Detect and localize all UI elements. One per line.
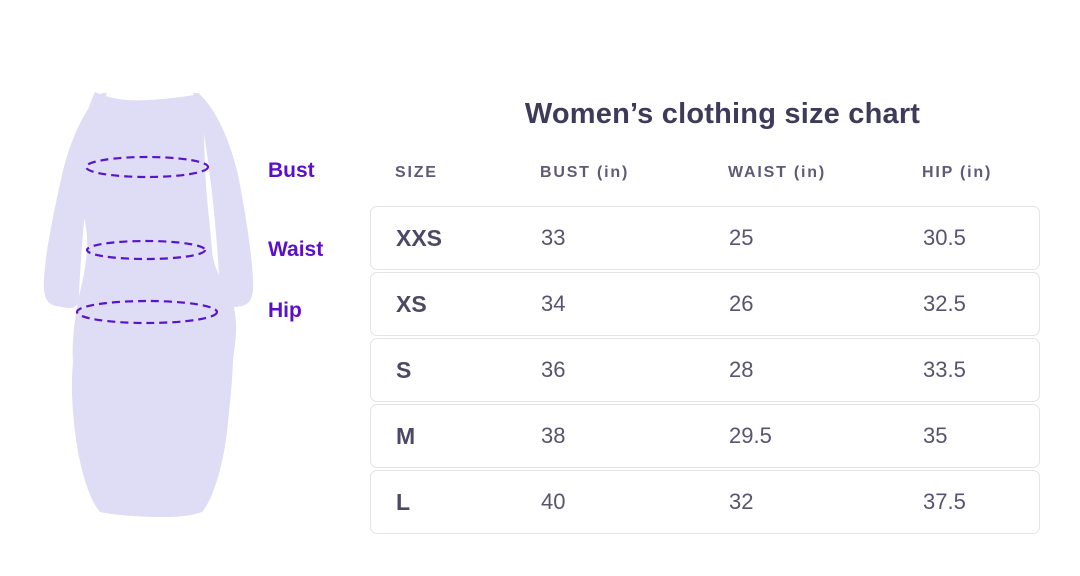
size-cell: M: [396, 422, 416, 449]
table-row: S 36 28 33.5: [370, 338, 1040, 402]
dress-right-sleeve-shape: [193, 93, 254, 309]
dress-silhouette-graphic: [43, 92, 254, 517]
waist-cell: 26: [729, 291, 754, 316]
table-row: M 38 29.5 35: [370, 404, 1040, 468]
column-header-waist: WAIST (in): [728, 164, 826, 181]
hip-cell: 37.5: [923, 489, 966, 514]
page-title: Women’s clothing size chart: [524, 98, 921, 131]
table-header-row: SIZE BUST (in) WAIST (in) HIP (in): [370, 160, 1040, 186]
hip-cell: 32.5: [923, 291, 966, 316]
dress-body-shape: [71, 92, 237, 517]
column-header-size: SIZE: [395, 164, 438, 181]
size-cell: L: [396, 488, 411, 515]
size-cell: XS: [396, 290, 427, 317]
waist-measurement-line: [85, 239, 207, 261]
hip-measurement-line: [75, 299, 219, 325]
waist-label: Waist: [268, 238, 324, 261]
table-row: XS 34 26 32.5: [370, 272, 1040, 336]
column-header-hip: HIP (in): [922, 164, 993, 181]
table-row: L 40 32 37.5: [370, 470, 1040, 534]
hip-cell: 35: [923, 423, 948, 448]
column-header-bust: BUST (in): [540, 164, 630, 181]
size-cell: XXS: [396, 224, 443, 251]
hip-cell: 30.5: [923, 225, 966, 250]
bust-label: Bust: [268, 159, 315, 182]
bust-cell: 36: [541, 357, 566, 382]
size-cell: S: [396, 356, 412, 383]
size-chart-table: SIZE BUST (in) WAIST (in) HIP (in) XXS 3…: [370, 160, 1040, 536]
waist-cell: 32: [729, 489, 754, 514]
waist-cell: 28: [729, 357, 754, 382]
waist-cell: 29.5: [729, 423, 772, 448]
bust-cell: 38: [541, 423, 566, 448]
bust-cell: 34: [541, 291, 566, 316]
table-row: XXS 33 25 30.5: [370, 206, 1040, 270]
bust-measurement-line: [84, 155, 210, 179]
waist-cell: 25: [729, 225, 754, 250]
bust-cell: 33: [541, 225, 566, 250]
bust-cell: 40: [541, 489, 566, 514]
hip-cell: 33.5: [923, 357, 966, 382]
hip-label: Hip: [268, 299, 302, 322]
